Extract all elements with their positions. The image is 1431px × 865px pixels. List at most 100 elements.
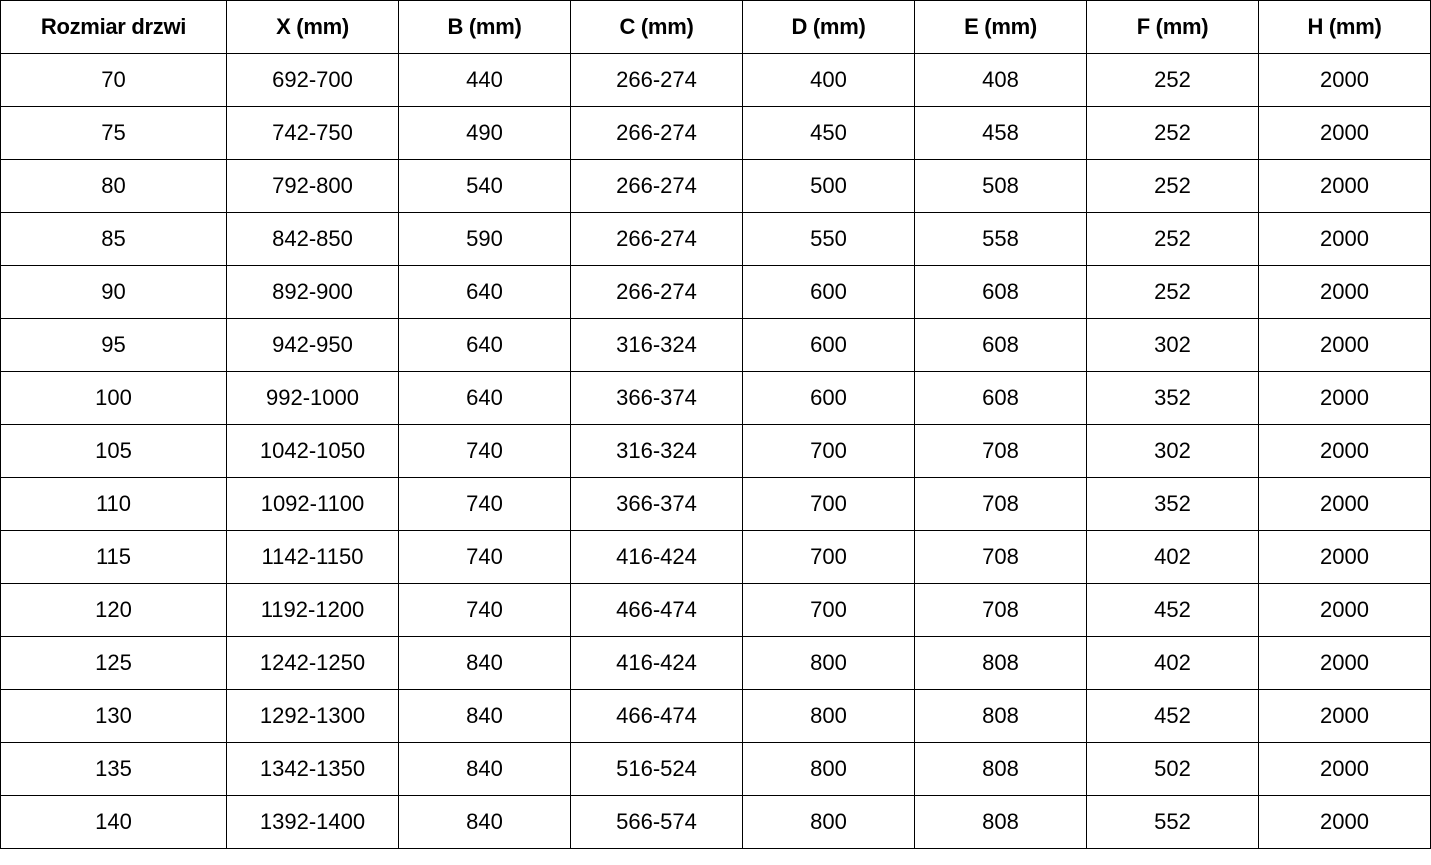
table-cell: 500: [742, 159, 915, 213]
table-cell: 708: [914, 583, 1087, 637]
table-cell: 1092-1100: [226, 477, 399, 531]
table-row: 140 1392-1400 840 566-574 800 808 552 2000: [0, 795, 1431, 849]
table-cell: 640: [398, 318, 571, 372]
table-cell: 266-274: [570, 106, 743, 160]
table-row: 100 992-1000 640 366-374 600 608 352 2000: [0, 371, 1431, 425]
table-cell: 450: [742, 106, 915, 160]
table-cell: 808: [914, 636, 1087, 690]
table-cell: 135: [0, 742, 227, 796]
table-row: 70 692-700 440 266-274 400 408 252 2000: [0, 53, 1431, 107]
table-cell: 2000: [1258, 212, 1431, 266]
table-cell: 708: [914, 477, 1087, 531]
table-cell: 800: [742, 795, 915, 849]
table-cell: 840: [398, 795, 571, 849]
table-cell: 1192-1200: [226, 583, 399, 637]
table-cell: 266-274: [570, 212, 743, 266]
table-cell: 740: [398, 583, 571, 637]
table-cell: 316-324: [570, 424, 743, 478]
table-cell: 140: [0, 795, 227, 849]
column-header: F (mm): [1086, 0, 1259, 54]
table-cell: 808: [914, 689, 1087, 743]
table-cell: 2000: [1258, 318, 1431, 372]
table-cell: 400: [742, 53, 915, 107]
table-cell: 252: [1086, 212, 1259, 266]
column-header: Rozmiar drzwi: [0, 0, 227, 54]
table-cell: 266-274: [570, 265, 743, 319]
table-cell: 740: [398, 530, 571, 584]
table-cell: 70: [0, 53, 227, 107]
table-cell: 892-900: [226, 265, 399, 319]
table-cell: 2000: [1258, 742, 1431, 796]
table-cell: 700: [742, 424, 915, 478]
table-cell: 110: [0, 477, 227, 531]
table-cell: 466-474: [570, 689, 743, 743]
table-cell: 742-750: [226, 106, 399, 160]
table-cell: 792-800: [226, 159, 399, 213]
table-cell: 740: [398, 424, 571, 478]
table-cell: 700: [742, 530, 915, 584]
table-cell: 840: [398, 636, 571, 690]
table-cell: 95: [0, 318, 227, 372]
table-cell: 700: [742, 583, 915, 637]
table-cell: 800: [742, 636, 915, 690]
table-row: 135 1342-1350 840 516-524 800 808 502 2000: [0, 742, 1431, 796]
table-body: 70 692-700 440 266-274 400 408 252 2000 75 742-75…: [0, 53, 1431, 849]
table-cell: 352: [1086, 371, 1259, 425]
table-cell: 416-424: [570, 530, 743, 584]
table-cell: 708: [914, 530, 1087, 584]
table-cell: 75: [0, 106, 227, 160]
table-cell: 402: [1086, 530, 1259, 584]
table-cell: 252: [1086, 53, 1259, 107]
table-cell: 416-424: [570, 636, 743, 690]
table-cell: 508: [914, 159, 1087, 213]
table-cell: 1292-1300: [226, 689, 399, 743]
table-cell: 2000: [1258, 689, 1431, 743]
table-cell: 808: [914, 795, 1087, 849]
table-row: 120 1192-1200 740 466-474 700 708 452 2000: [0, 583, 1431, 637]
table-cell: 252: [1086, 159, 1259, 213]
table-cell: 440: [398, 53, 571, 107]
table-cell: 490: [398, 106, 571, 160]
table-cell: 2000: [1258, 424, 1431, 478]
table-cell: 640: [398, 265, 571, 319]
table-cell: 115: [0, 530, 227, 584]
table-cell: 808: [914, 742, 1087, 796]
table-cell: 502: [1086, 742, 1259, 796]
table-row: 125 1242-1250 840 416-424 800 808 402 2000: [0, 636, 1431, 690]
table-cell: 2000: [1258, 53, 1431, 107]
table-cell: 992-1000: [226, 371, 399, 425]
column-header: X (mm): [226, 0, 399, 54]
table-cell: 120: [0, 583, 227, 637]
table-cell: 600: [742, 318, 915, 372]
table-cell: 590: [398, 212, 571, 266]
table-cell: 452: [1086, 583, 1259, 637]
table-cell: 516-524: [570, 742, 743, 796]
table-cell: 2000: [1258, 265, 1431, 319]
table-cell: 252: [1086, 265, 1259, 319]
table-cell: 452: [1086, 689, 1259, 743]
table-cell: 2000: [1258, 106, 1431, 160]
table-cell: 1342-1350: [226, 742, 399, 796]
column-header: D (mm): [742, 0, 915, 54]
table-cell: 2000: [1258, 371, 1431, 425]
table-cell: 550: [742, 212, 915, 266]
table-cell: 2000: [1258, 583, 1431, 637]
table-cell: 640: [398, 371, 571, 425]
table-cell: 840: [398, 742, 571, 796]
table-cell: 842-850: [226, 212, 399, 266]
table-row: 110 1092-1100 740 366-374 700 708 352 2000: [0, 477, 1431, 531]
table-cell: 608: [914, 318, 1087, 372]
table-cell: 2000: [1258, 159, 1431, 213]
table-row: 130 1292-1300 840 466-474 800 808 452 2000: [0, 689, 1431, 743]
table-cell: 708: [914, 424, 1087, 478]
table-cell: 740: [398, 477, 571, 531]
table-cell: 125: [0, 636, 227, 690]
table-row: 80 792-800 540 266-274 500 508 252 2000: [0, 159, 1431, 213]
table-cell: 840: [398, 689, 571, 743]
table-cell: 2000: [1258, 530, 1431, 584]
table-cell: 366-374: [570, 371, 743, 425]
table-cell: 566-574: [570, 795, 743, 849]
table-header: Rozmiar drzwi X (mm) B (mm) C (mm) D (mm) E (…: [0, 0, 1431, 54]
table-row: 75 742-750 490 266-274 450 458 252 2000: [0, 106, 1431, 160]
